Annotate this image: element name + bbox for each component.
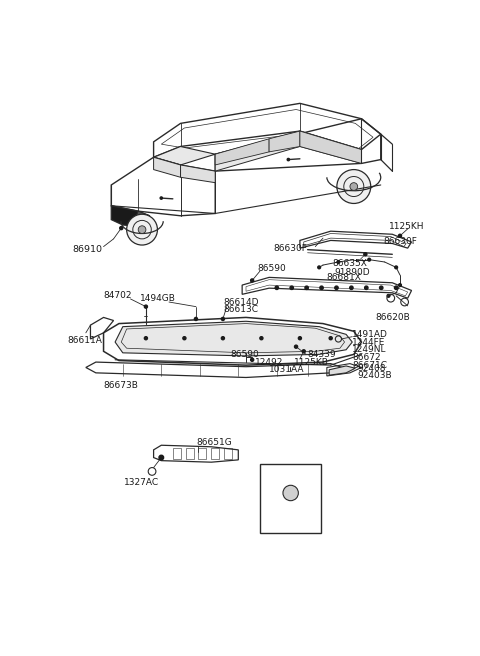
Circle shape xyxy=(368,258,371,261)
Text: 86590: 86590 xyxy=(230,350,259,359)
Circle shape xyxy=(138,226,146,234)
Circle shape xyxy=(387,295,390,297)
Circle shape xyxy=(120,226,123,230)
Circle shape xyxy=(287,158,289,161)
Text: 1031AA: 1031AA xyxy=(269,365,305,375)
Text: 86614D: 86614D xyxy=(223,298,258,306)
Polygon shape xyxy=(115,321,352,356)
Circle shape xyxy=(350,286,353,289)
Text: 1244FE: 1244FE xyxy=(352,338,385,346)
Text: 86611A: 86611A xyxy=(67,336,102,345)
Circle shape xyxy=(144,305,147,308)
Polygon shape xyxy=(180,165,215,182)
Text: 1125KB: 1125KB xyxy=(294,358,329,367)
Text: 1327AC: 1327AC xyxy=(124,478,159,487)
Circle shape xyxy=(380,286,383,289)
Circle shape xyxy=(260,337,263,340)
Circle shape xyxy=(159,455,164,460)
Polygon shape xyxy=(215,139,269,165)
Circle shape xyxy=(365,286,368,289)
Circle shape xyxy=(295,345,298,348)
Polygon shape xyxy=(215,131,361,171)
Circle shape xyxy=(251,358,254,361)
Circle shape xyxy=(335,286,338,289)
Text: 86681X: 86681X xyxy=(327,273,362,282)
Polygon shape xyxy=(300,131,361,163)
Circle shape xyxy=(275,286,278,289)
Circle shape xyxy=(398,283,401,287)
Polygon shape xyxy=(135,211,150,221)
Circle shape xyxy=(194,318,197,321)
Polygon shape xyxy=(154,157,180,177)
Text: 86671C: 86671C xyxy=(352,361,387,370)
Text: 86620B: 86620B xyxy=(375,313,410,322)
Polygon shape xyxy=(329,366,355,375)
Text: 1125KH: 1125KH xyxy=(389,222,425,231)
Text: 86651G: 86651G xyxy=(196,438,232,447)
Circle shape xyxy=(395,266,397,269)
Bar xyxy=(260,464,322,533)
Text: 84339: 84339 xyxy=(308,350,336,359)
Circle shape xyxy=(305,286,308,289)
Circle shape xyxy=(251,279,254,282)
Polygon shape xyxy=(154,146,215,165)
Circle shape xyxy=(144,337,147,340)
Text: 86635X: 86635X xyxy=(332,259,367,268)
Circle shape xyxy=(337,260,340,263)
Circle shape xyxy=(290,286,293,289)
Text: 86590: 86590 xyxy=(258,264,286,274)
Circle shape xyxy=(350,182,358,190)
Polygon shape xyxy=(269,131,300,152)
Text: 92403B: 92403B xyxy=(357,371,392,380)
Text: 86673B: 86673B xyxy=(104,380,138,390)
Circle shape xyxy=(283,485,299,501)
Circle shape xyxy=(318,266,321,269)
Circle shape xyxy=(302,350,305,353)
Text: 84702: 84702 xyxy=(104,291,132,300)
Circle shape xyxy=(183,337,186,340)
Polygon shape xyxy=(111,206,150,226)
Circle shape xyxy=(221,318,225,321)
Text: 86630F: 86630F xyxy=(274,243,308,253)
Circle shape xyxy=(221,337,225,340)
Text: 12492: 12492 xyxy=(255,358,284,367)
Circle shape xyxy=(337,170,371,203)
Text: 86630F: 86630F xyxy=(383,237,417,247)
Text: 1491AD: 1491AD xyxy=(352,330,388,339)
Text: 1494GB: 1494GB xyxy=(140,294,176,302)
Circle shape xyxy=(398,234,402,237)
Text: 92408: 92408 xyxy=(357,363,385,373)
Text: 1249LJ: 1249LJ xyxy=(274,467,307,477)
Circle shape xyxy=(320,286,323,289)
Text: 91890D: 91890D xyxy=(335,268,370,277)
Circle shape xyxy=(329,337,332,340)
Circle shape xyxy=(299,337,301,340)
Text: 1249NL: 1249NL xyxy=(352,345,387,354)
Circle shape xyxy=(395,286,398,289)
Text: 86672: 86672 xyxy=(352,353,381,362)
Text: 86613C: 86613C xyxy=(223,305,258,314)
Circle shape xyxy=(160,197,162,199)
Circle shape xyxy=(127,215,157,245)
Circle shape xyxy=(364,253,367,256)
Text: 86910: 86910 xyxy=(73,245,103,254)
